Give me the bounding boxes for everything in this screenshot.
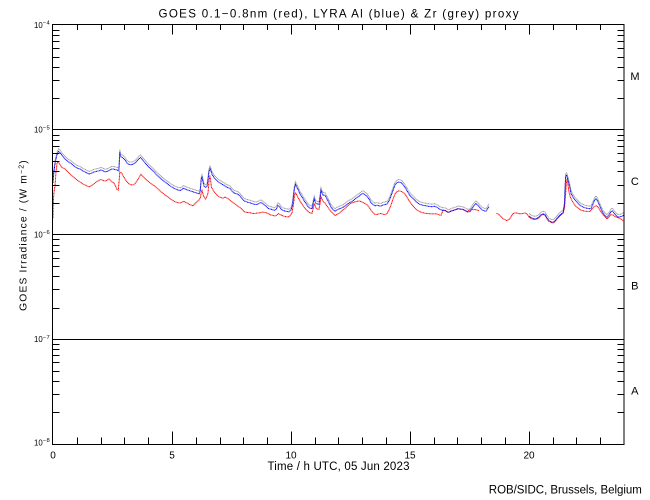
svg-text:10: 10: [285, 451, 297, 462]
svg-text:5: 5: [169, 451, 175, 462]
svg-text:10−5: 10−5: [34, 125, 50, 134]
svg-text:ROB/SIDC, Brussels, Belgium: ROB/SIDC, Brussels, Belgium: [489, 485, 642, 497]
svg-text:GOES Irradiance / (W m−2): GOES Irradiance / (W m−2): [19, 159, 30, 311]
svg-text:10−8: 10−8: [34, 438, 50, 447]
svg-text:M: M: [630, 71, 639, 83]
svg-text:GOES 0.1−0.8nm (red), LYRA Al: GOES 0.1−0.8nm (red), LYRA Al (blue) & Z…: [159, 8, 519, 21]
svg-text:0: 0: [50, 451, 56, 462]
svg-text:10−6: 10−6: [34, 230, 50, 239]
svg-text:A: A: [631, 385, 639, 397]
svg-text:Time / h UTC, 05 Jun 2023: Time / h UTC, 05 Jun 2023: [268, 461, 410, 473]
svg-text:20: 20: [523, 451, 535, 462]
svg-text:10−4: 10−4: [34, 21, 50, 30]
svg-text:C: C: [631, 176, 639, 188]
svg-text:B: B: [631, 281, 638, 293]
svg-text:10−7: 10−7: [34, 335, 50, 344]
svg-text:15: 15: [404, 451, 416, 462]
